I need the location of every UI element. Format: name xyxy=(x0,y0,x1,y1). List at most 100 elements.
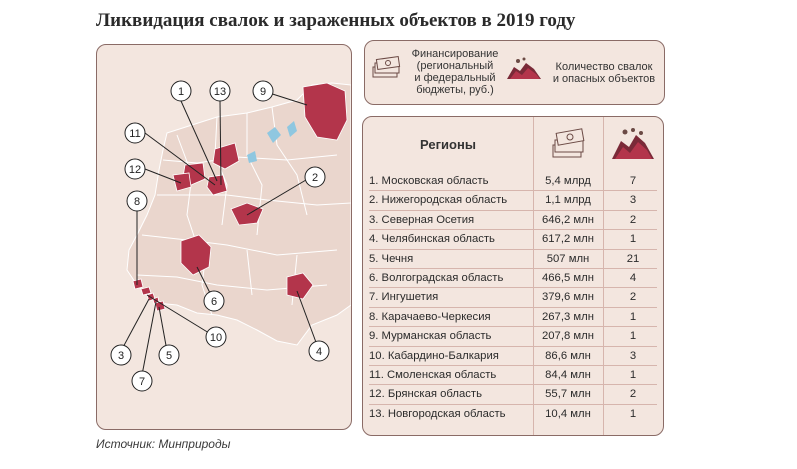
lake-onega xyxy=(287,121,297,137)
callout-number: 2 xyxy=(312,172,318,184)
funding-cell: 84,4 млн xyxy=(545,368,591,381)
callout-number: 10 xyxy=(210,332,222,344)
region-cell: 6. Волгоградская область xyxy=(369,271,504,284)
table-row: 11. Смоленская область 84,4 млн 1 xyxy=(363,366,663,386)
count-cell: 1 xyxy=(629,368,637,381)
row-divider xyxy=(369,267,657,269)
region-murmansk xyxy=(302,82,348,141)
lake-rybinsk xyxy=(247,151,257,163)
count-cell: 4 xyxy=(629,271,637,284)
table-row: 12. Брянская область 55,7 млн 2 xyxy=(363,385,663,405)
row-divider xyxy=(369,384,657,386)
table-row: 2. Нижегородская область 1,1 млрд 3 xyxy=(363,191,663,211)
region-cell: 12. Брянская область xyxy=(369,388,482,401)
funding-cell: 1,1 млрд xyxy=(545,194,591,207)
funding-cell: 646,2 млн xyxy=(541,213,594,226)
region-cell: 1. Московская область xyxy=(369,175,489,187)
callout-12: 12 xyxy=(124,158,146,180)
region-cell: 9. Мурманская область xyxy=(369,330,492,343)
count-cell: 2 xyxy=(629,291,637,304)
funding-cell: 507 млн xyxy=(546,252,590,265)
regions-table: Регионы 1. Московская область 5,4 млрд 7 2.… xyxy=(362,116,664,436)
row-divider xyxy=(369,229,657,231)
region-cell: 7. Ингушетия xyxy=(369,291,439,304)
region-cell: 2. Нижегородская область xyxy=(369,194,508,207)
funding-cell: 267,3 млн xyxy=(541,310,594,323)
callout-9: 9 xyxy=(252,80,274,102)
region-kbr xyxy=(140,286,152,296)
money-stack-icon xyxy=(371,55,401,86)
count-cell: 2 xyxy=(629,388,637,401)
callout-number: 9 xyxy=(260,86,266,98)
callout-number: 13 xyxy=(214,86,226,98)
row-divider xyxy=(369,403,657,405)
legend-dumps-label: Количество свалок и опасных объектов xyxy=(552,61,656,85)
table-body: 1. Московская область 5,4 млрд 7 2. Нижегор… xyxy=(363,172,663,424)
header-funding-icon xyxy=(533,117,603,171)
header-regions: Регионы xyxy=(420,136,476,152)
region-cell: 3. Северная Осетия xyxy=(369,213,475,226)
page-title: Ликвидация свалок и зараженных объектов … xyxy=(96,10,576,31)
table-row: 10. Кабардино-Балкария 86,6 млн 3 xyxy=(363,347,663,366)
row-divider xyxy=(369,345,657,347)
table-row: 13. Новгородская область 10,4 млн 1 xyxy=(363,405,663,424)
map-panel: 1 13 9 11 12 2 8 6 10 3 5 4 7 xyxy=(96,44,352,430)
callout-number: 6 xyxy=(211,296,217,308)
callout-2: 2 xyxy=(304,166,326,188)
callout-6: 6 xyxy=(203,290,225,312)
row-divider xyxy=(369,248,657,250)
count-cell: 7 xyxy=(629,175,637,187)
region-cell: 10. Кабардино-Балкария xyxy=(369,349,499,362)
callout-number: 11 xyxy=(129,128,140,140)
row-divider xyxy=(369,326,657,328)
russia-regions-map: 1 13 9 11 12 2 8 6 10 3 5 4 7 xyxy=(110,80,351,392)
row-divider xyxy=(369,190,657,192)
count-cell: 3 xyxy=(629,194,637,207)
region-cell: 4. Челябинская область xyxy=(369,233,495,246)
region-cell: 8. Карачаево-Черкесия xyxy=(369,310,491,323)
callout-circles: 1 13 9 11 12 2 8 6 10 3 5 4 7 xyxy=(110,80,330,392)
callout-1: 1 xyxy=(170,80,192,102)
callout-number: 1 xyxy=(178,86,184,98)
count-cell: 3 xyxy=(629,349,637,362)
dump-pile-icon xyxy=(506,57,542,86)
callout-5: 5 xyxy=(158,344,180,366)
funding-cell: 207,8 млн xyxy=(541,330,594,343)
callout-number: 8 xyxy=(134,196,140,208)
table-row: 5. Чечня 507 млн 21 xyxy=(363,250,663,269)
row-divider xyxy=(369,287,657,289)
column-divider xyxy=(533,117,534,435)
row-divider xyxy=(369,209,657,211)
callout-number: 7 xyxy=(139,376,145,388)
funding-cell: 466,5 млн xyxy=(541,271,594,284)
table-row: 6. Волгоградская область 466,5 млн 4 xyxy=(363,269,663,289)
count-cell: 1 xyxy=(629,330,637,343)
callout-7: 7 xyxy=(131,370,153,392)
region-novgorod xyxy=(212,142,240,170)
table-row: 4. Челябинская область 617,2 млн 1 xyxy=(363,230,663,250)
region-chechnya xyxy=(154,300,166,312)
callout-number: 3 xyxy=(118,350,124,362)
source-note: Источник: Минприроды xyxy=(96,437,231,451)
row-divider xyxy=(369,306,657,308)
callout-11: 11 xyxy=(124,122,146,144)
region-cell: 5. Чечня xyxy=(369,252,414,265)
region-cell: 13. Новгородская область xyxy=(369,407,506,420)
funding-cell: 617,2 млн xyxy=(541,233,594,246)
region-cell: 11. Смоленская область xyxy=(369,368,497,381)
row-divider xyxy=(369,364,657,366)
count-cell: 21 xyxy=(626,252,640,265)
header-dumps-icon xyxy=(603,117,663,171)
table-row: 7. Ингушетия 379,6 млн 2 xyxy=(363,288,663,308)
region-bryansk xyxy=(172,172,192,192)
region-kch xyxy=(132,278,144,290)
column-divider xyxy=(603,117,604,435)
region-chelyabinsk xyxy=(286,272,314,300)
funding-cell: 5,4 млрд xyxy=(545,175,591,187)
callout-number: 12 xyxy=(129,164,141,176)
table-row: 8. Карачаево-Черкесия 267,3 млн 1 xyxy=(363,308,663,328)
callout-10: 10 xyxy=(205,326,227,348)
funding-cell: 10,4 млн xyxy=(545,407,591,420)
callout-4: 4 xyxy=(308,340,330,362)
legend-funding-label: Финансирование (региональный и федеральн… xyxy=(411,48,499,96)
